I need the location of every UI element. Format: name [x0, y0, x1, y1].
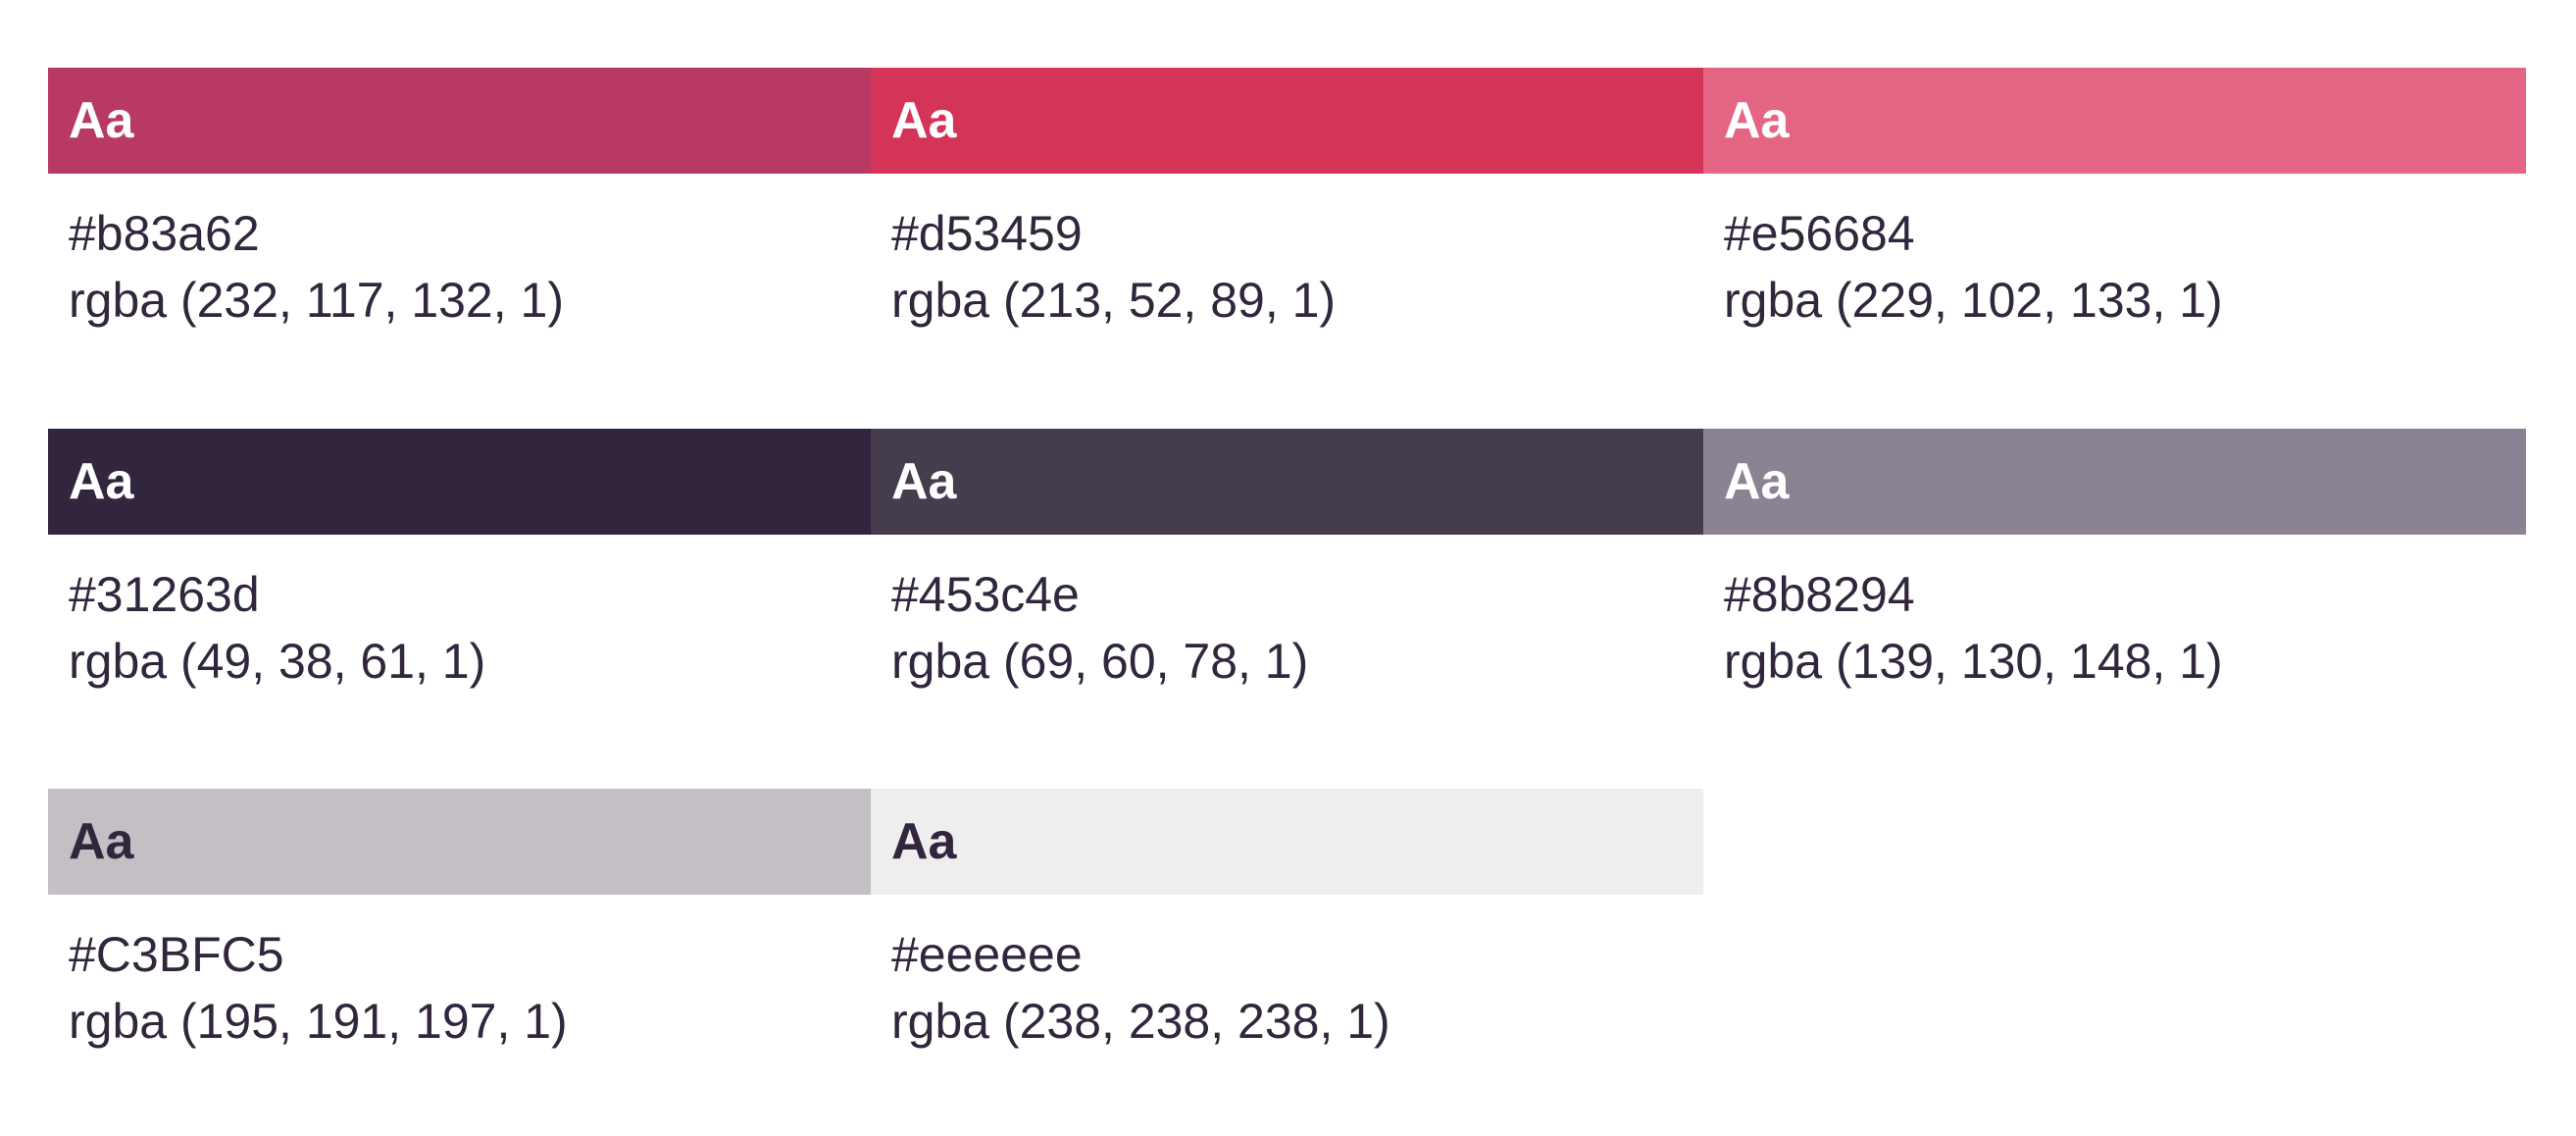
rgba-value: rgba (69, 60, 78, 1)	[891, 634, 1309, 689]
color-swatch: Aa	[871, 429, 1703, 535]
rgba-value: rgba (195, 191, 197, 1)	[69, 994, 568, 1049]
sample-text: Aa	[1724, 453, 1790, 510]
rgba-value: rgba (238, 238, 238, 1)	[891, 994, 1390, 1049]
color-swatch-card: Aa #eeeeee rgba (238, 238, 238, 1)	[871, 789, 1703, 1049]
color-swatch-card: Aa #453c4e rgba (69, 60, 78, 1)	[871, 429, 1703, 689]
rgba-value: rgba (49, 38, 61, 1)	[69, 634, 486, 689]
sample-text: Aa	[891, 453, 957, 510]
hex-value: #eeeeee	[891, 927, 1083, 982]
color-swatch: Aa	[48, 789, 871, 895]
color-swatch-card: Aa #b83a62 rgba (232, 117, 132, 1)	[48, 68, 871, 328]
color-swatch: Aa	[1703, 429, 2526, 535]
color-swatch: Aa	[1703, 68, 2526, 174]
color-swatch: Aa	[48, 429, 871, 535]
color-swatch: Aa	[48, 68, 871, 174]
sample-text: Aa	[69, 453, 134, 510]
color-swatch-card: Aa #8b8294 rgba (139, 130, 148, 1)	[1703, 429, 2526, 689]
hex-value: #C3BFC5	[69, 927, 284, 982]
hex-value: #e56684	[1724, 206, 1915, 261]
hex-value: #453c4e	[891, 567, 1080, 622]
rgba-value: rgba (213, 52, 89, 1)	[891, 273, 1337, 328]
sample-text: Aa	[891, 813, 957, 870]
rgba-value: rgba (139, 130, 148, 1)	[1724, 634, 2223, 689]
color-swatch-card: Aa #d53459 rgba (213, 52, 89, 1)	[871, 68, 1703, 328]
color-swatch: Aa	[871, 789, 1703, 895]
color-swatch: Aa	[871, 68, 1703, 174]
sample-text: Aa	[69, 813, 134, 870]
sample-text: Aa	[1724, 92, 1790, 149]
sample-text: Aa	[891, 92, 957, 149]
color-swatch-card: Aa #e56684 rgba (229, 102, 133, 1)	[1703, 68, 2526, 328]
sample-text: Aa	[69, 92, 134, 149]
hex-value: #d53459	[891, 206, 1083, 261]
hex-value: #31263d	[69, 567, 260, 622]
hex-value: #b83a62	[69, 206, 260, 261]
color-swatch-card: Aa #31263d rgba (49, 38, 61, 1)	[48, 429, 871, 689]
hex-value: #8b8294	[1724, 567, 1915, 622]
color-swatch-card: Aa #C3BFC5 rgba (195, 191, 197, 1)	[48, 789, 871, 1049]
rgba-value: rgba (232, 117, 132, 1)	[69, 273, 564, 328]
rgba-value: rgba (229, 102, 133, 1)	[1724, 273, 2223, 328]
